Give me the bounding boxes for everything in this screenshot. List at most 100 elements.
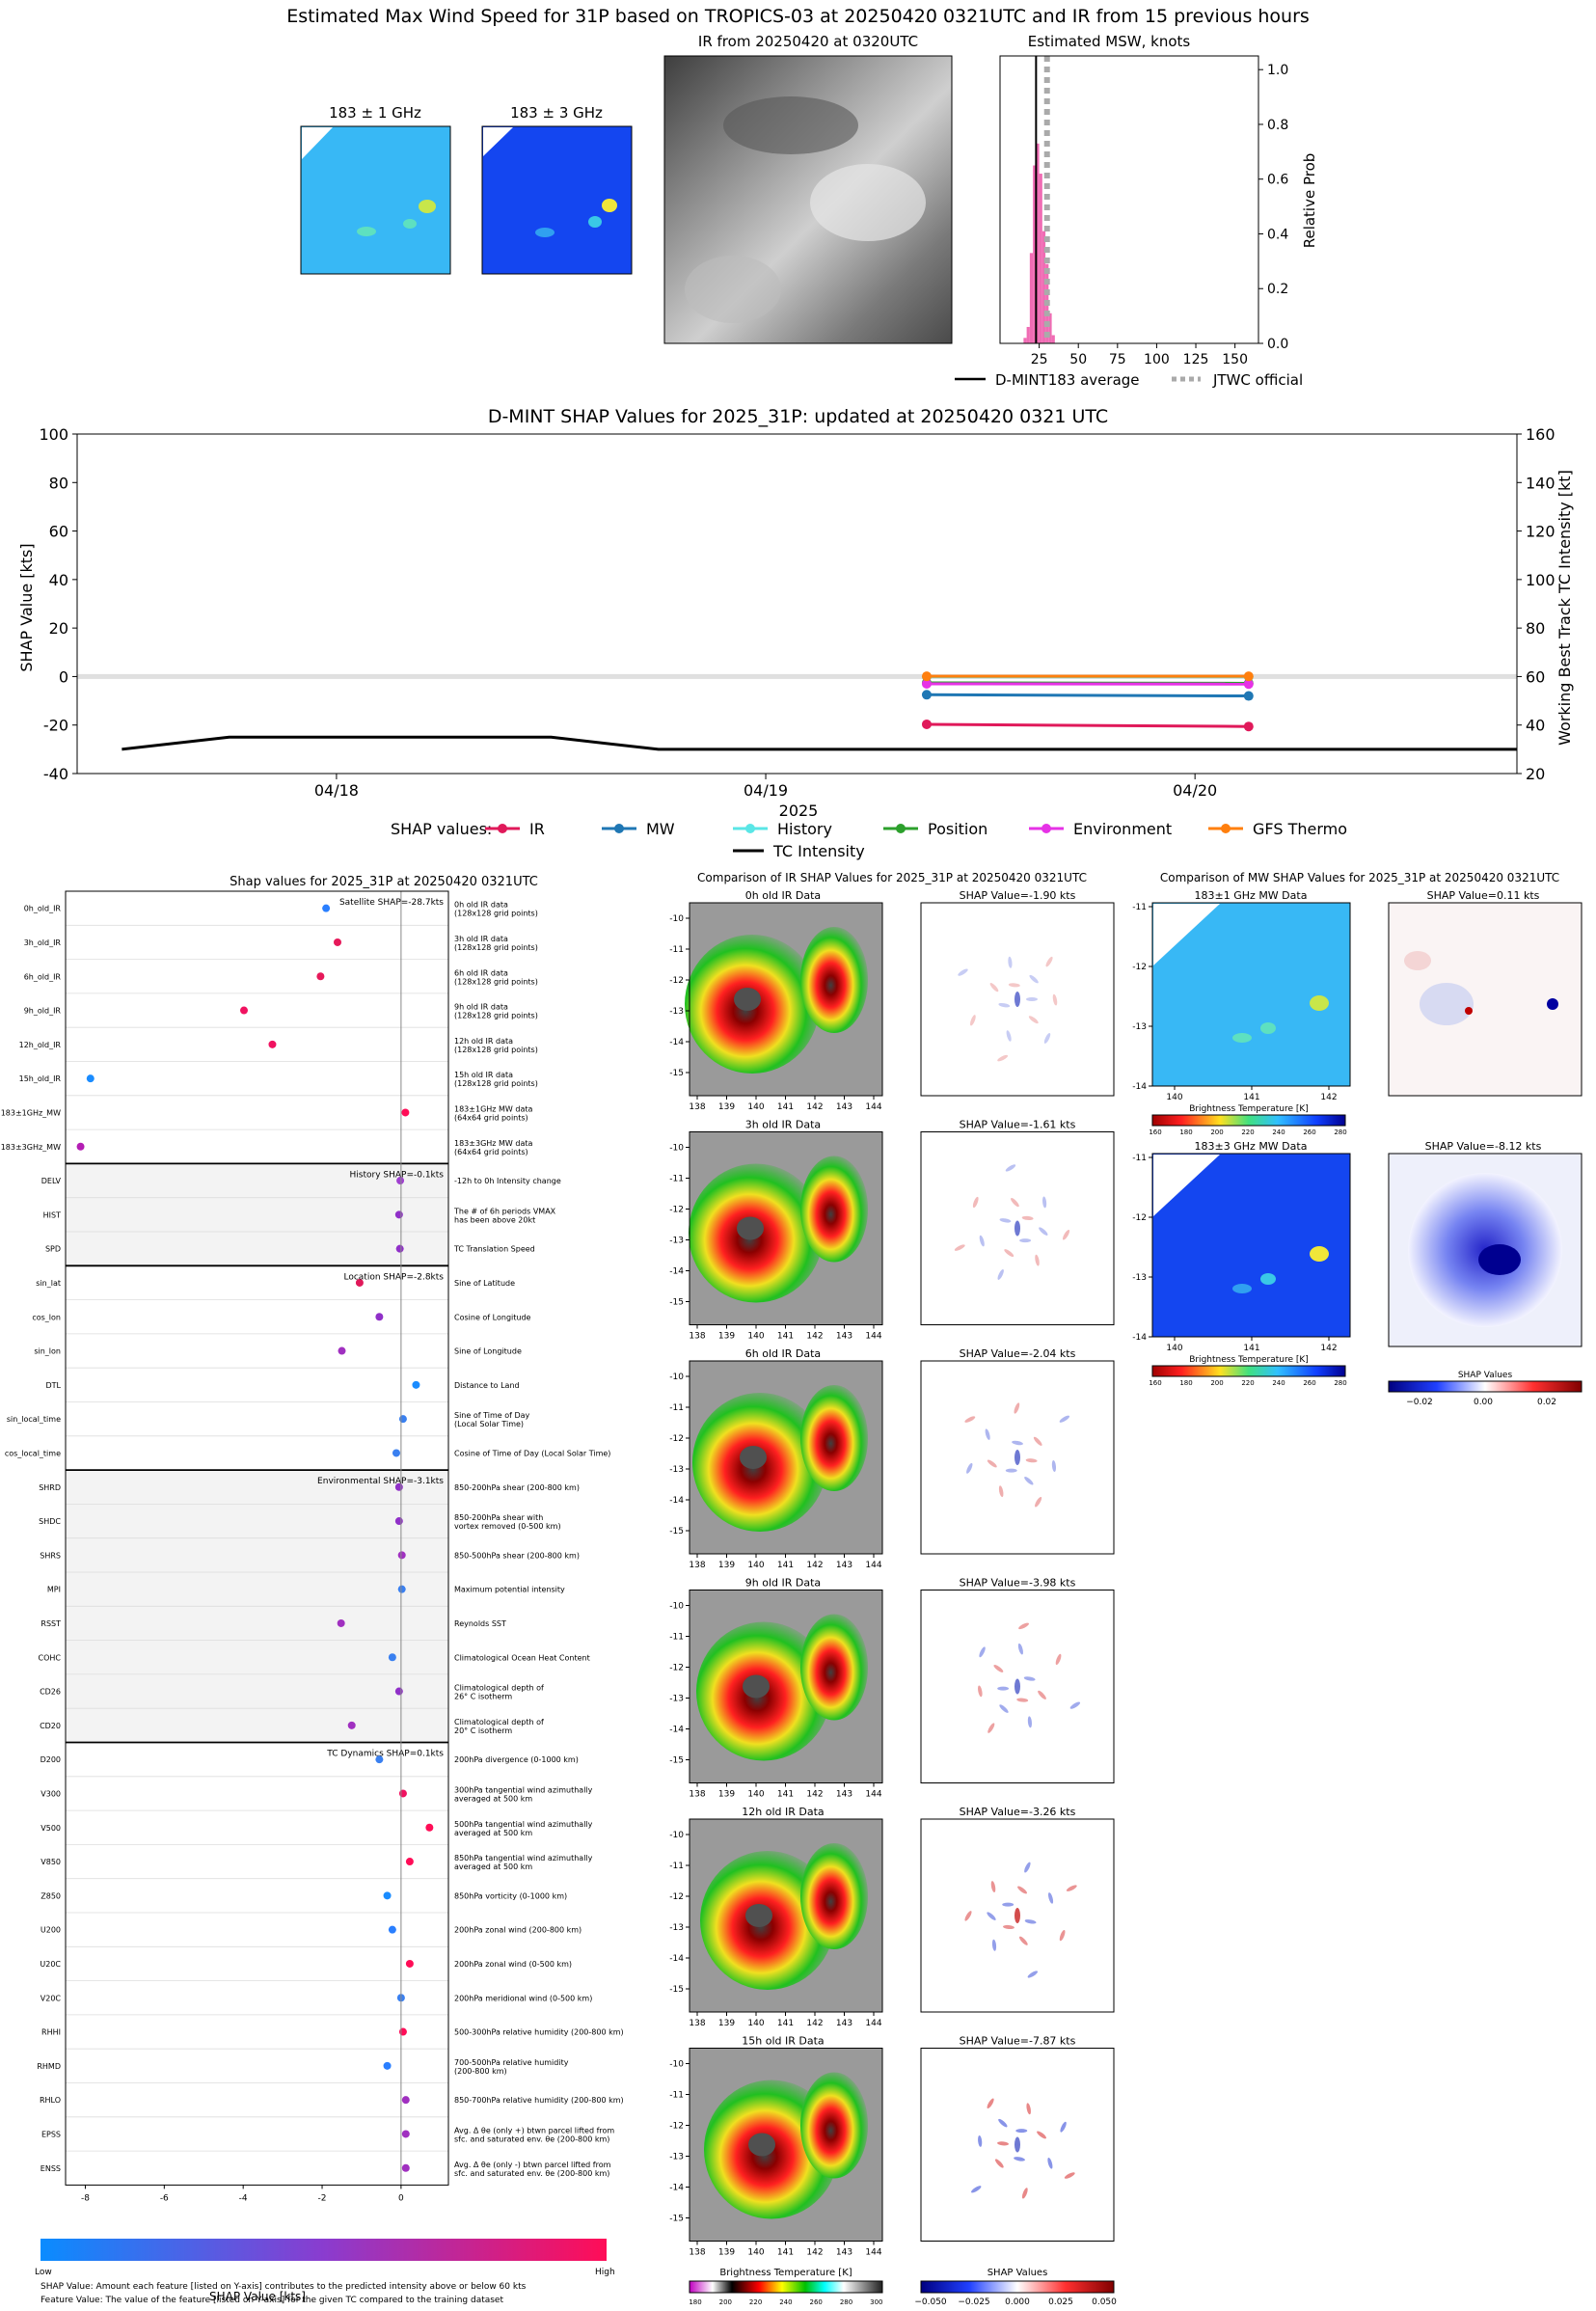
ir-xtick-label: 144 bbox=[865, 1332, 881, 1342]
ir-ytick-label: -14 bbox=[669, 1496, 684, 1506]
ts-left-tick-label: 0 bbox=[59, 667, 68, 686]
bee-point-rsst bbox=[337, 1618, 345, 1627]
ir-shap-colorbar-label: SHAP Values bbox=[987, 2268, 1048, 2278]
msw-axes-frame bbox=[999, 55, 1259, 344]
bee-feature-label: CD26 bbox=[40, 1688, 61, 1697]
bee-feature-desc: 850-200hPa shear with bbox=[454, 1513, 543, 1522]
ir-data-title: 12h old IR Data bbox=[742, 1806, 824, 1818]
ir-xtick-label: 142 bbox=[806, 1332, 823, 1342]
ir-ytick-label: -11 bbox=[669, 1403, 684, 1413]
ir-ytick-label: -10 bbox=[669, 1144, 684, 1154]
ts-right-tick-label: 20 bbox=[1526, 765, 1545, 783]
bee-feature-desc: (128x128 grid points) bbox=[454, 1079, 538, 1088]
msw-ytick-label: 0.6 bbox=[1267, 173, 1288, 188]
bee-point-v300 bbox=[398, 1789, 407, 1798]
ir-ytick-label: -11 bbox=[669, 1175, 684, 1184]
ir-xtick-label: 143 bbox=[836, 1561, 852, 1570]
bee-note-shap: SHAP Value: Amount each feature [listed … bbox=[41, 2282, 527, 2292]
mw-data-title: 183±1 GHz MW Data bbox=[1195, 889, 1308, 902]
msw-bar-4 bbox=[1036, 143, 1040, 343]
bee-point-sin-lat bbox=[355, 1278, 364, 1287]
bee-point-183-1ghz-mw bbox=[401, 1108, 410, 1117]
ir-ytick-label: -15 bbox=[669, 1985, 684, 1995]
bee-point-sin-lon bbox=[338, 1346, 346, 1355]
ts-tc-intensity-line bbox=[122, 735, 1517, 751]
legend-dmint-label: D-MINT183 average bbox=[995, 371, 1140, 389]
ts-legend-marker bbox=[1041, 824, 1051, 833]
bee-xtick-label: 0 bbox=[398, 2193, 404, 2203]
mw-bt-tick: 280 bbox=[1334, 1128, 1346, 1136]
bee-feature-desc: (128x128 grid points) bbox=[454, 1046, 538, 1054]
ir-ytick-label: -10 bbox=[669, 1373, 684, 1382]
ir-thumbnail bbox=[663, 55, 953, 344]
ir-shap-tick: 0.050 bbox=[1092, 2297, 1117, 2307]
bee-feature-label: 12h_old_IR bbox=[19, 1041, 62, 1049]
bee-point-12h-old-ir bbox=[268, 1040, 277, 1048]
bee-point-3h-old-ir bbox=[333, 938, 341, 946]
ir-data-title: 6h old IR Data bbox=[745, 1347, 821, 1360]
ir-ytick-label: -10 bbox=[669, 2060, 684, 2070]
mw-bt-tick: 200 bbox=[1210, 1128, 1223, 1136]
ir-shap-colorbar bbox=[920, 2280, 1115, 2294]
mw-data-title: 183±3 GHz MW Data bbox=[1195, 1140, 1308, 1153]
bee-feature-label: 6h_old_IR bbox=[24, 972, 62, 981]
ts-point-mw bbox=[921, 690, 932, 700]
bee-feature-desc: 850-500hPa shear (200-800 km) bbox=[454, 1551, 580, 1560]
bee-feature-label: MPI bbox=[47, 1586, 61, 1594]
ir-xtick-label: 141 bbox=[777, 1561, 794, 1570]
bee-title: Shap values for 2025_31P at 20250420 032… bbox=[230, 875, 538, 889]
ir-bt-tick: 240 bbox=[779, 2298, 792, 2306]
bee-feature-desc: Sine of Latitude bbox=[454, 1279, 515, 1288]
ir-comparison-figure: Comparison of IR SHAP Values for 2025_31… bbox=[669, 871, 1117, 2307]
bee-feature-label: DTL bbox=[45, 1381, 61, 1390]
bee-xtick-label: -4 bbox=[239, 2193, 248, 2203]
ir-shap-title: SHAP Value=-7.87 kts bbox=[960, 2035, 1076, 2048]
ts-point-environment bbox=[1243, 679, 1254, 690]
bee-feature-desc: sfc. and saturated env. θe (200-800 km) bbox=[454, 2169, 609, 2178]
ts-right-tick-label: 60 bbox=[1526, 667, 1545, 686]
bee-feature-label: sin_local_time bbox=[7, 1415, 61, 1424]
ts-legend-marker bbox=[896, 824, 906, 833]
ts-zero-band bbox=[77, 673, 1517, 679]
ts-point-ir bbox=[921, 719, 932, 729]
mw-ytick-label: -11 bbox=[1132, 903, 1147, 912]
ir-ytick-label: -11 bbox=[669, 945, 684, 955]
msw-xtick-label: 75 bbox=[1109, 352, 1126, 367]
ir-ytick-label: -13 bbox=[669, 1237, 684, 1246]
msw-ytick-label: 0.2 bbox=[1267, 282, 1288, 297]
bee-feature-label: cos_local_time bbox=[5, 1449, 61, 1457]
ts-legend-marker bbox=[745, 824, 755, 833]
mw-compare-title: Comparison of MW SHAP Values for 2025_31… bbox=[1160, 871, 1559, 884]
ir-thumb-title: IR from 20250420 at 0320UTC bbox=[698, 33, 918, 50]
bee-feature-desc: 500hPa tangential wind azimuthally bbox=[454, 1820, 593, 1829]
bee-point-shrs bbox=[397, 1551, 406, 1560]
bee-feature-desc: Cosine of Longitude bbox=[454, 1313, 531, 1321]
bee-feature-desc: has been above 20kt bbox=[454, 1215, 535, 1224]
bee-feature-label: 15h_old_IR bbox=[19, 1074, 62, 1083]
ir-shap-panel bbox=[920, 902, 1115, 1097]
bee-feature-desc: 3h old IR data bbox=[454, 935, 508, 943]
bee-point-rhlo bbox=[401, 2096, 410, 2105]
ir-xtick-label: 143 bbox=[836, 2019, 852, 2028]
mw-xtick-label: 140 bbox=[1166, 1344, 1182, 1353]
ir-xtick-label: 139 bbox=[718, 2019, 735, 2028]
bee-point-sin-local-time bbox=[398, 1415, 407, 1424]
mw-bt-tick: 280 bbox=[1334, 1379, 1346, 1387]
bee-point-rhhi bbox=[398, 2027, 407, 2036]
bee-feature-label: SPD bbox=[45, 1245, 61, 1254]
ts-ylabel-left: SHAP Value [kts] bbox=[17, 543, 36, 671]
msw-ytick-label: 0.8 bbox=[1267, 118, 1288, 133]
ir-xtick-label: 144 bbox=[865, 1561, 881, 1570]
bee-feature-desc: Maximum potential intensity bbox=[454, 1586, 565, 1594]
mw-bt-tick: 220 bbox=[1241, 1128, 1254, 1136]
bee-feature-label: 183±3GHz_MW bbox=[1, 1143, 61, 1152]
ir-ytick-label: -14 bbox=[669, 1726, 684, 1735]
bee-feature-desc: averaged at 500 km bbox=[454, 1862, 532, 1871]
mw-bt-tick: 220 bbox=[1241, 1379, 1254, 1387]
main-title: Estimated Max Wind Speed for 31P based o… bbox=[286, 6, 1310, 27]
bee-point-dtl bbox=[412, 1380, 420, 1389]
ir-xtick-label: 138 bbox=[689, 2248, 705, 2258]
bee-point-cos-local-time bbox=[392, 1449, 400, 1457]
ts-legend: SHAP values: IR MW History Position Environm… bbox=[391, 820, 1347, 860]
ts-legend-label: Position bbox=[928, 820, 987, 838]
